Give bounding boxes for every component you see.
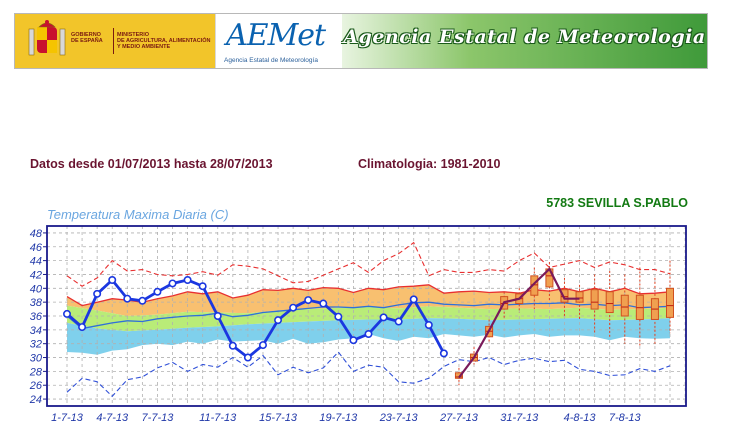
climatology-period: Climatologia: 1981-2010 bbox=[358, 157, 501, 171]
temperature-series bbox=[62, 267, 580, 379]
x-tick-label: 1-7-13 bbox=[51, 412, 84, 424]
x-tick-label: 19-7-13 bbox=[319, 412, 358, 424]
aemet-logo: AEMet bbox=[226, 18, 326, 53]
record-low-line bbox=[66, 351, 671, 398]
mean-line bbox=[66, 301, 671, 330]
gov-line-2: DE ESPAÑA bbox=[71, 38, 103, 44]
y-tick-label: 30 bbox=[30, 353, 43, 365]
observed-point bbox=[334, 312, 343, 321]
observed-point bbox=[138, 296, 147, 305]
observed-point bbox=[153, 287, 162, 296]
observed-point bbox=[123, 294, 132, 303]
observed-point bbox=[319, 299, 328, 308]
x-tick-label: 7-8-13 bbox=[609, 412, 642, 424]
observed-point bbox=[409, 295, 418, 304]
agency-name-block: Agencia Estatal de Meteorologia bbox=[342, 14, 707, 68]
observed-point bbox=[349, 336, 358, 345]
y-tick-label: 40 bbox=[30, 283, 43, 295]
chart-title: Temperatura Maxima Diaria (C) bbox=[47, 207, 229, 222]
gov-divider bbox=[113, 28, 114, 54]
ministry-line-1: MINISTERIO bbox=[117, 32, 150, 38]
percentile-high-line bbox=[66, 284, 671, 307]
observed-point bbox=[183, 275, 192, 284]
x-tick-label: 23-7-13 bbox=[379, 412, 419, 424]
forecast-line bbox=[458, 267, 580, 379]
observed-point bbox=[62, 309, 71, 318]
observed-point bbox=[213, 311, 222, 320]
observed-point bbox=[379, 313, 388, 322]
aemet-subtitle: Agencia Estatal de Meteorología bbox=[224, 57, 318, 64]
lower-band bbox=[67, 318, 670, 355]
box-body bbox=[605, 291, 614, 314]
y-tick-label: 28 bbox=[29, 366, 43, 378]
observed-point bbox=[198, 282, 207, 291]
observed-point bbox=[228, 341, 237, 350]
observed-point bbox=[168, 279, 177, 288]
government-logo-block: GOBIERNO DE ESPAÑA MINISTERIO DE AGRICUL… bbox=[15, 14, 215, 68]
x-tick-label: 15-7-13 bbox=[259, 412, 298, 424]
y-tick-label: 36 bbox=[30, 311, 43, 323]
y-tick-label: 42 bbox=[30, 269, 42, 281]
observed-point bbox=[364, 329, 373, 338]
observed-point bbox=[289, 303, 298, 312]
aemet-logo-block: AEMet Agencia Estatal de Meteorología bbox=[215, 14, 343, 68]
x-tick-label: 11-7-13 bbox=[199, 412, 237, 424]
y-tick-label: 32 bbox=[30, 339, 42, 351]
observed-point bbox=[304, 296, 313, 305]
observed-point bbox=[78, 323, 87, 332]
x-tick-label: 4-8-13 bbox=[564, 412, 597, 424]
observed-point bbox=[439, 349, 448, 358]
observed-point bbox=[243, 353, 252, 362]
header-banner: GOBIERNO DE ESPAÑA MINISTERIO DE AGRICUL… bbox=[14, 13, 708, 69]
coat-of-arms-icon bbox=[28, 20, 66, 56]
station-name: 5783 SEVILLA S.PABLO bbox=[546, 196, 688, 210]
observed-point bbox=[394, 317, 403, 326]
box-body bbox=[454, 372, 463, 379]
observed-point bbox=[258, 341, 267, 350]
x-tick-label: 31-7-13 bbox=[500, 412, 539, 424]
observed-point bbox=[108, 275, 117, 284]
observed-point bbox=[424, 320, 433, 329]
y-tick-label: 34 bbox=[30, 325, 42, 337]
climatology-lines bbox=[66, 241, 671, 398]
x-tick-label: 27-7-13 bbox=[439, 412, 479, 424]
box-body bbox=[560, 289, 569, 303]
y-tick-label: 48 bbox=[30, 228, 43, 240]
box-body bbox=[620, 294, 629, 317]
y-tick-label: 38 bbox=[30, 297, 43, 309]
y-tick-label: 24 bbox=[29, 394, 42, 406]
box-body bbox=[666, 287, 674, 318]
record-high-line bbox=[66, 241, 671, 287]
x-tick-label: 7-7-13 bbox=[142, 412, 175, 424]
agency-name: Agencia Estatal de Meteorologia bbox=[343, 26, 706, 48]
observed-point bbox=[93, 289, 102, 298]
ministry-line-2: DE AGRICULTURA, ALIMENTACIÓN bbox=[117, 38, 211, 44]
date-range: Datos desde 01/07/2013 hasta 28/07/2013 bbox=[30, 157, 273, 171]
x-tick-label: 4-7-13 bbox=[96, 412, 129, 424]
box-body bbox=[575, 291, 584, 303]
y-tick-label: 26 bbox=[29, 380, 43, 392]
gov-line-1: GOBIERNO bbox=[71, 32, 101, 38]
y-tick-label: 46 bbox=[30, 242, 43, 254]
box-body bbox=[590, 289, 599, 310]
ministry-line-3: Y MEDIO AMBIENTE bbox=[117, 44, 171, 50]
observed-point bbox=[274, 316, 283, 325]
y-tick-label: 44 bbox=[30, 256, 42, 268]
